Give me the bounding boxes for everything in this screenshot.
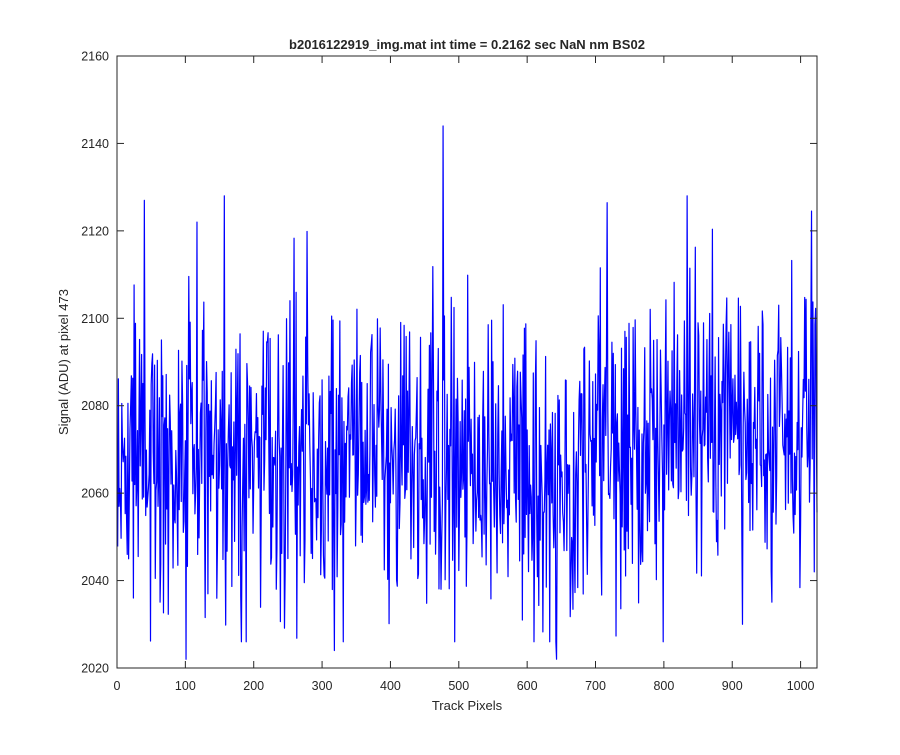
y-tick-label: 2040 [81,574,109,588]
x-tick-label: 600 [517,679,538,693]
y-tick-label: 2100 [81,312,109,326]
x-tick-label: 900 [722,679,743,693]
y-tick-label: 2160 [81,50,109,64]
y-tick-label: 2020 [81,662,109,676]
y-axis-label: Signal (ADU) at pixel 473 [56,289,71,435]
y-tick-label: 2120 [81,224,109,238]
x-tick-label: 700 [585,679,606,693]
signal-series-line [117,125,818,660]
x-tick-label: 1000 [787,679,815,693]
y-tick-label: 2080 [81,399,109,413]
x-tick-label: 0 [114,679,121,693]
axes-box [116,55,818,669]
x-tick-label: 800 [653,679,674,693]
y-tick-label: 2140 [81,137,109,151]
chart-title: b2016122919_img.mat int time = 0.2162 se… [289,37,645,52]
x-tick-label: 500 [448,679,469,693]
x-axis-label: Track Pixels [432,698,503,713]
x-tick-label: 300 [312,679,333,693]
x-tick-label: 400 [380,679,401,693]
y-tick-label: 2060 [81,487,109,501]
x-tick-label: 200 [243,679,264,693]
x-tick-label: 100 [175,679,196,693]
